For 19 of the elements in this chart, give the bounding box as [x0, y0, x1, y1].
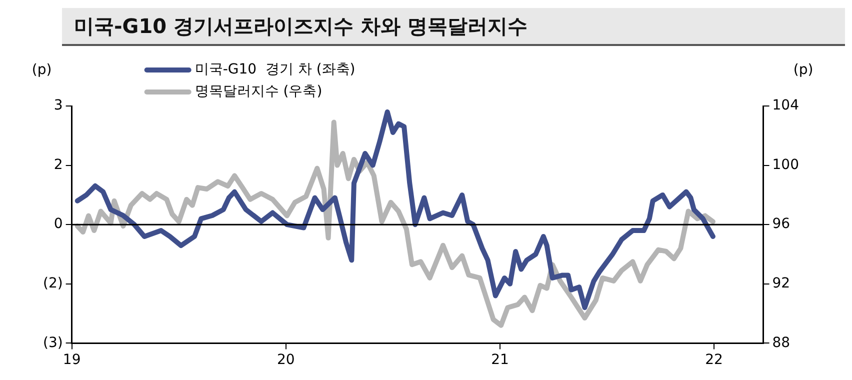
- legend-label: 명목달러지수 (우축): [194, 84, 322, 100]
- x-tick-label: 19: [62, 352, 81, 368]
- y2-tick-label: 88: [772, 334, 790, 351]
- y2-tick-label: 92: [772, 276, 790, 292]
- y2-tick-label: 104: [772, 98, 800, 114]
- y2-tick-label: 96: [772, 216, 790, 232]
- y-axis-title: (p): [32, 62, 52, 78]
- x-tick-label: 21: [491, 352, 509, 368]
- x-tick-label: 22: [705, 352, 723, 368]
- y-tick-label: 3: [54, 98, 63, 114]
- chart-title: 미국-G10 경기서프라이즈지수 차와 명목달러지수: [62, 8, 845, 44]
- y-tick-label: 0: [54, 216, 63, 232]
- y-tick-label: (2): [42, 276, 63, 292]
- y2-axis-title: (p): [793, 62, 814, 78]
- y2-tick-label: 100: [772, 156, 800, 173]
- y-tick-label: 2: [54, 156, 63, 173]
- y-tick-label: (3): [42, 334, 63, 351]
- x-tick-label: 20: [276, 352, 295, 368]
- legend-label: 미국-G10 경기 차 (좌축): [194, 62, 356, 78]
